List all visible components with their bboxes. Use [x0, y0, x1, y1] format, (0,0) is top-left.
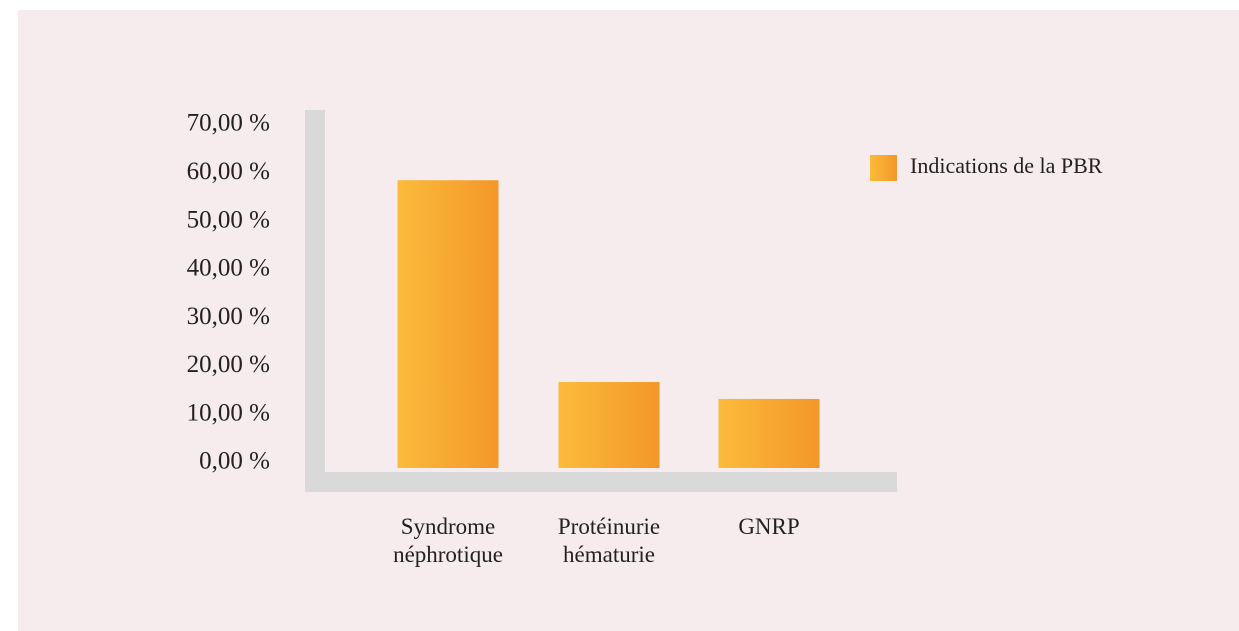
chart-panel — [18, 10, 1239, 631]
y-tick-label: 70,00 % — [187, 110, 270, 137]
x-tick-label: Syndrome néphrotique — [393, 514, 503, 567]
x-axis — [305, 472, 897, 492]
y-tick-label: 40,00 % — [187, 255, 270, 282]
y-tick-label: 50,00 % — [187, 206, 270, 233]
y-tick-label: 60,00 % — [187, 158, 270, 185]
legend-swatch — [870, 155, 897, 181]
y-tick-label: 0,00 % — [199, 448, 270, 475]
x-tick-label: GNRP — [738, 514, 800, 539]
bar — [397, 180, 499, 468]
x-tick-label: Protéinurie hématurie — [557, 514, 661, 567]
y-axis — [305, 110, 325, 492]
bar — [718, 398, 820, 468]
bar — [558, 382, 660, 468]
legend-label: Indications de la PBR — [910, 153, 1103, 178]
y-tick-label: 10,00 % — [187, 399, 270, 426]
y-tick-label: 20,00 % — [187, 351, 270, 378]
y-tick-label: 30,00 % — [187, 303, 270, 330]
